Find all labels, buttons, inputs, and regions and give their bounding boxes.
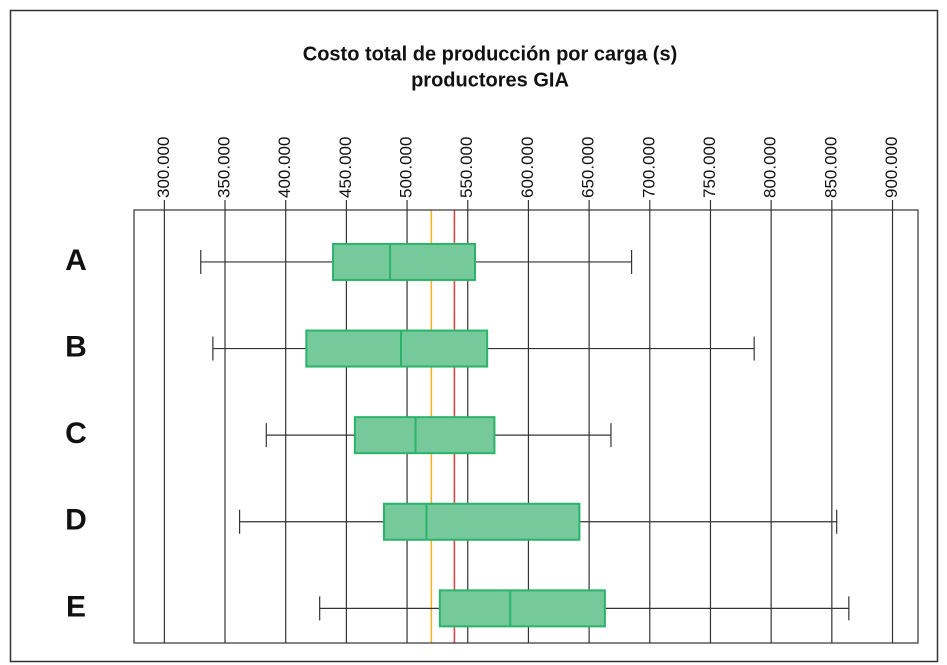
x-tick-label: 650.000 (579, 137, 598, 198)
frame (9, 9, 939, 663)
x-tick-label: 600.000 (518, 137, 537, 198)
y-tick-label: A (65, 244, 87, 277)
x-tick-label: 400.000 (275, 137, 294, 198)
box (332, 242, 477, 281)
plot-frame (133, 209, 919, 644)
x-tick-label: 350.000 (215, 137, 234, 198)
x-tick-label: 800.000 (761, 137, 780, 198)
x-tick-label: 450.000 (336, 137, 355, 198)
x-tick-label: 700.000 (639, 137, 658, 198)
x-tick-label: 500.000 (397, 137, 416, 198)
x-tick-label: 300.000 (154, 137, 173, 198)
y-tick-label: B (65, 330, 87, 363)
box (305, 329, 489, 368)
x-tick-label: 750.000 (700, 137, 719, 198)
x-tick-label: 550.000 (457, 137, 476, 198)
box (353, 416, 496, 455)
chart-subtitle: productores GIA (411, 69, 569, 91)
chart-title: Costo total de producción por carga (s) (303, 43, 677, 65)
x-tick-label: 900.000 (882, 137, 901, 198)
y-tick-label: D (65, 504, 87, 537)
box (383, 502, 581, 541)
y-tick-label: C (65, 417, 87, 450)
y-tick-label: E (66, 590, 86, 623)
box (438, 589, 606, 628)
x-tick-label: 850.000 (821, 137, 840, 198)
